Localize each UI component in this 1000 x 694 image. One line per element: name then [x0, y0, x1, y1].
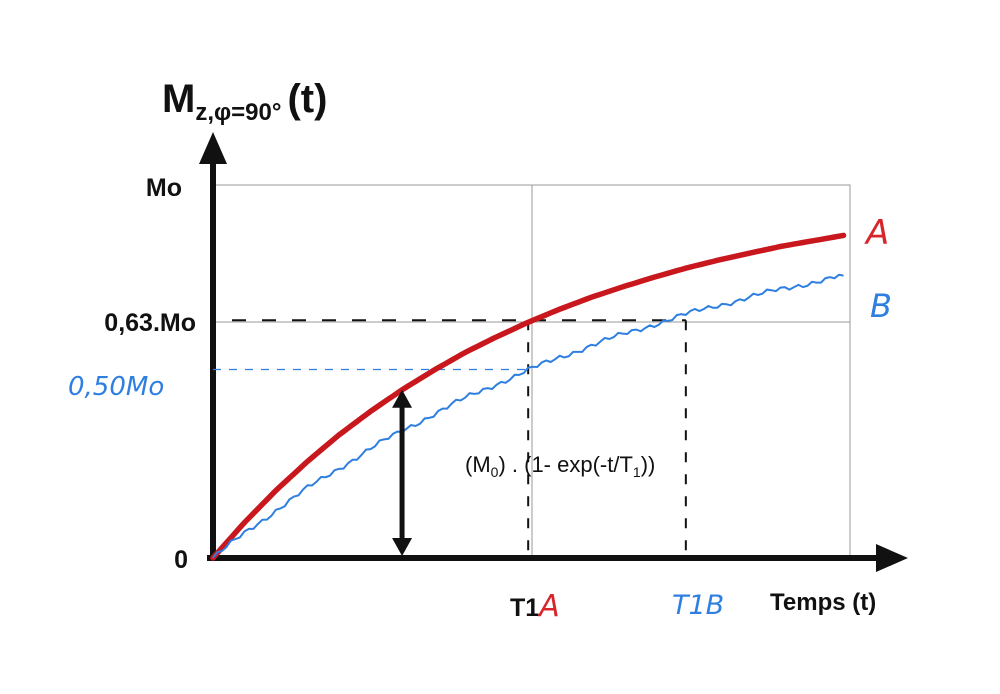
x-axis-arrowhead [876, 544, 908, 572]
amplitude-arrow [392, 389, 413, 556]
y-axis-arrowhead [199, 132, 227, 164]
chart-title: Mz,φ=90° (t) [162, 77, 327, 126]
y-tick-063mo: 0,63.Mo [104, 309, 196, 337]
series-b-curve [212, 273, 844, 559]
y-tick-zero: 0 [174, 546, 188, 574]
x-axis-label: Temps (t) [770, 589, 876, 616]
amplitude-arrow-head-up [392, 389, 413, 408]
x-tick-t1a: T1A [510, 589, 560, 624]
series-b-label: B [870, 287, 892, 325]
y-tick-mo: Mo [146, 174, 182, 202]
amplitude-arrow-head-down [392, 538, 413, 556]
series-a-label: A [864, 213, 889, 253]
series-a-curve [210, 232, 847, 561]
x-tick-t1b-handwritten: T1B [672, 590, 724, 621]
formula-annotation: (M0) . (1- exp(-t/T1)) [465, 452, 655, 480]
y-tick-050mo-handwritten: 0,50Mo [68, 372, 164, 402]
